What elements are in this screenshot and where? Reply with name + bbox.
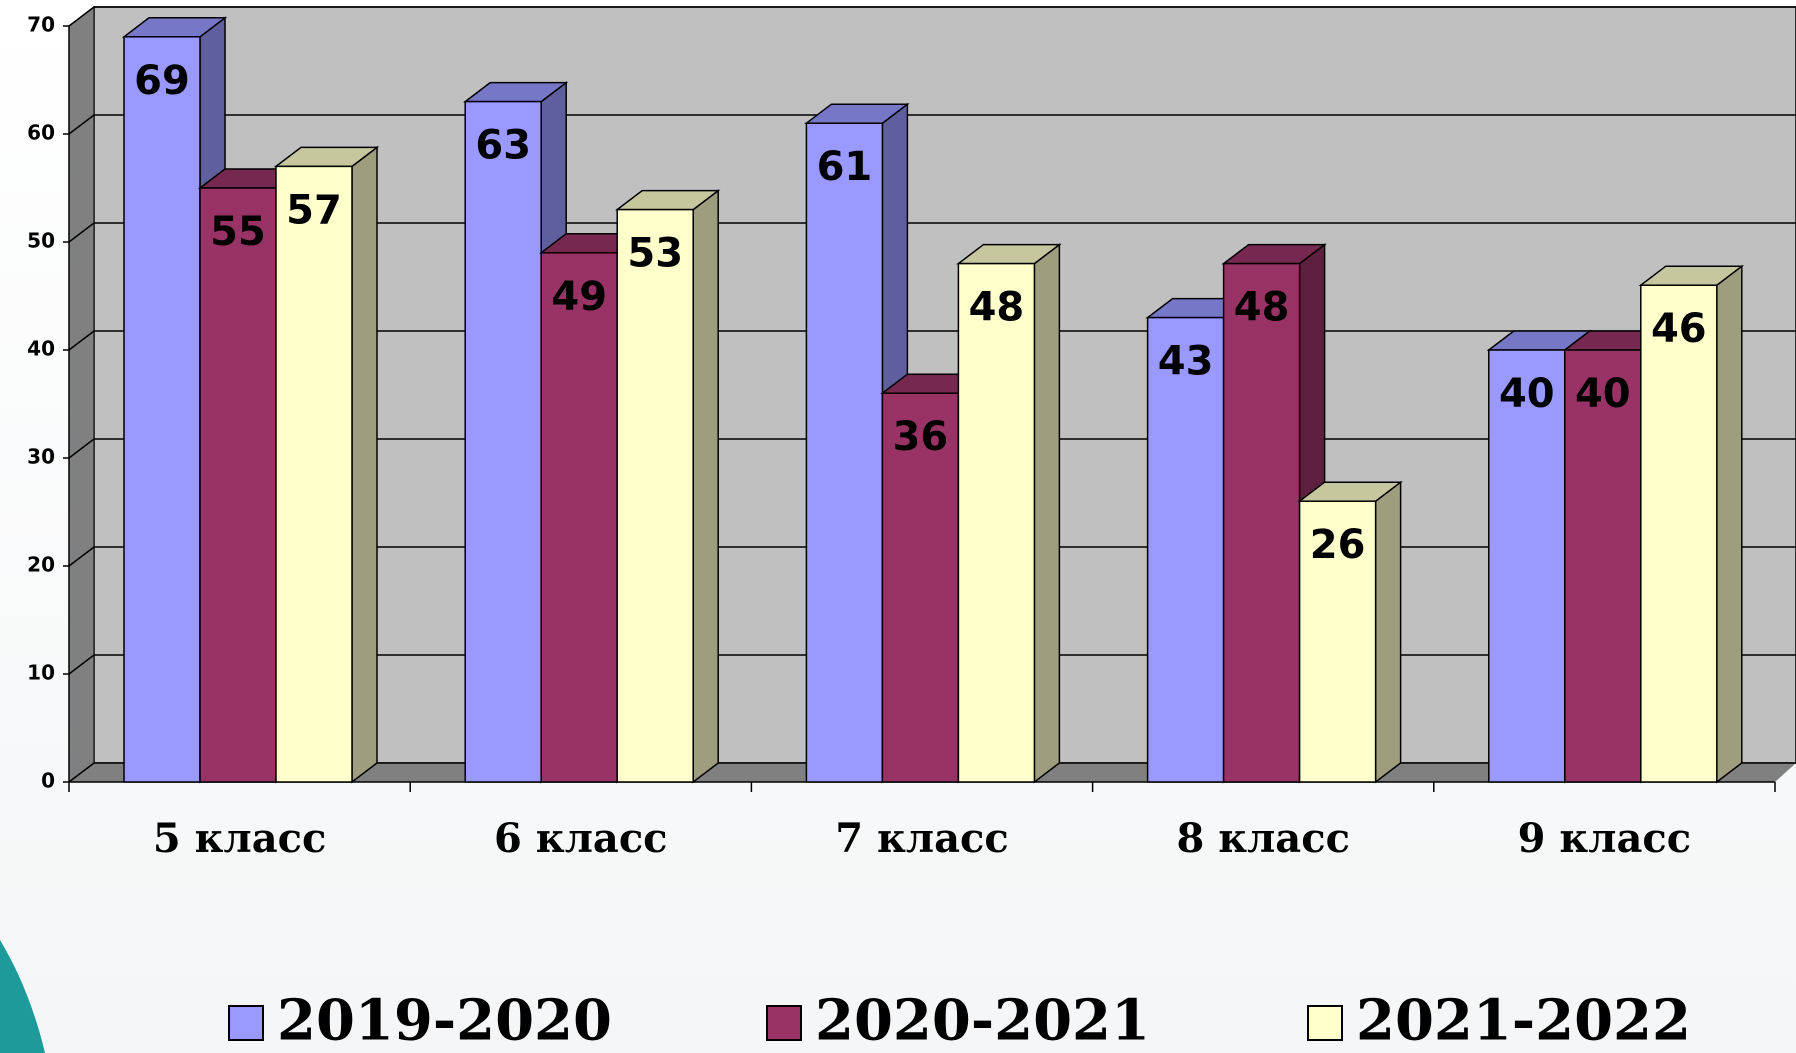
legend-swatch [766, 1005, 802, 1041]
value-label: 48 [969, 285, 1025, 331]
bar [1638, 264, 1745, 784]
value-label: 57 [286, 187, 342, 233]
legend-label: 2021-2022 [1356, 988, 1691, 1053]
bar [1297, 480, 1403, 784]
grid-line [68, 114, 1796, 135]
value-label: 69 [134, 58, 190, 104]
bar [273, 145, 380, 784]
value-label: 40 [1499, 371, 1555, 417]
bars [121, 16, 1745, 784]
side-wall [68, 5, 95, 784]
value-label: 49 [551, 274, 607, 320]
value-label: 55 [210, 209, 266, 255]
legend-label: 2019-2020 [277, 988, 612, 1053]
bar-front [1488, 349, 1566, 783]
x-tick-label: 7 класс [835, 815, 1008, 862]
bar-side [692, 189, 719, 784]
value-label: 26 [1310, 522, 1366, 568]
bar [956, 243, 1062, 784]
x-tick-label: 9 класс [1518, 815, 1691, 862]
value-label: 53 [627, 231, 683, 277]
bar-front [805, 122, 884, 783]
bar-front [881, 392, 960, 783]
grid-line [68, 222, 1796, 243]
value-label: 36 [893, 414, 949, 460]
bar-front [1298, 500, 1377, 783]
decoration [0, 940, 45, 1053]
bar-side [1033, 243, 1061, 784]
y-tick-label: 30 [27, 445, 55, 469]
value-label: 61 [817, 144, 873, 190]
y-tick-label: 0 [41, 769, 55, 793]
grid-line [68, 6, 1796, 27]
y-tick-label: 60 [27, 121, 55, 145]
y-tick-label: 40 [27, 337, 55, 361]
legend-swatch [1307, 1005, 1343, 1041]
legend-label: 2020-2021 [815, 988, 1150, 1053]
bar-front [957, 262, 1036, 783]
bar-front [464, 100, 542, 783]
bar-side [1716, 264, 1743, 784]
y-tick-label: 10 [27, 661, 55, 685]
bar-front [199, 187, 277, 783]
x-tick-label: 8 класс [1176, 815, 1349, 862]
value-label: 46 [1651, 306, 1707, 352]
bar-front [123, 36, 201, 783]
legend-swatch [228, 1005, 264, 1041]
bar-side [1374, 480, 1402, 784]
bar-front [1640, 284, 1718, 783]
bar [614, 189, 721, 784]
value-label: 43 [1158, 339, 1214, 385]
value-label: 48 [1234, 285, 1290, 331]
x-tick-label: 5 класс [153, 815, 326, 862]
bar-front [540, 252, 618, 783]
bar-front [1146, 316, 1225, 783]
y-tick-label: 70 [27, 13, 55, 37]
value-label: 40 [1575, 371, 1631, 417]
y-tick-label: 20 [27, 553, 55, 577]
bar-front [616, 208, 694, 783]
value-label: 63 [475, 123, 531, 169]
bar-side [351, 145, 378, 784]
y-tick-label: 50 [27, 229, 55, 253]
bar-front [275, 165, 353, 783]
bar-front [1564, 349, 1642, 783]
bar-front [1222, 262, 1301, 783]
x-tick-label: 6 класс [494, 815, 667, 862]
